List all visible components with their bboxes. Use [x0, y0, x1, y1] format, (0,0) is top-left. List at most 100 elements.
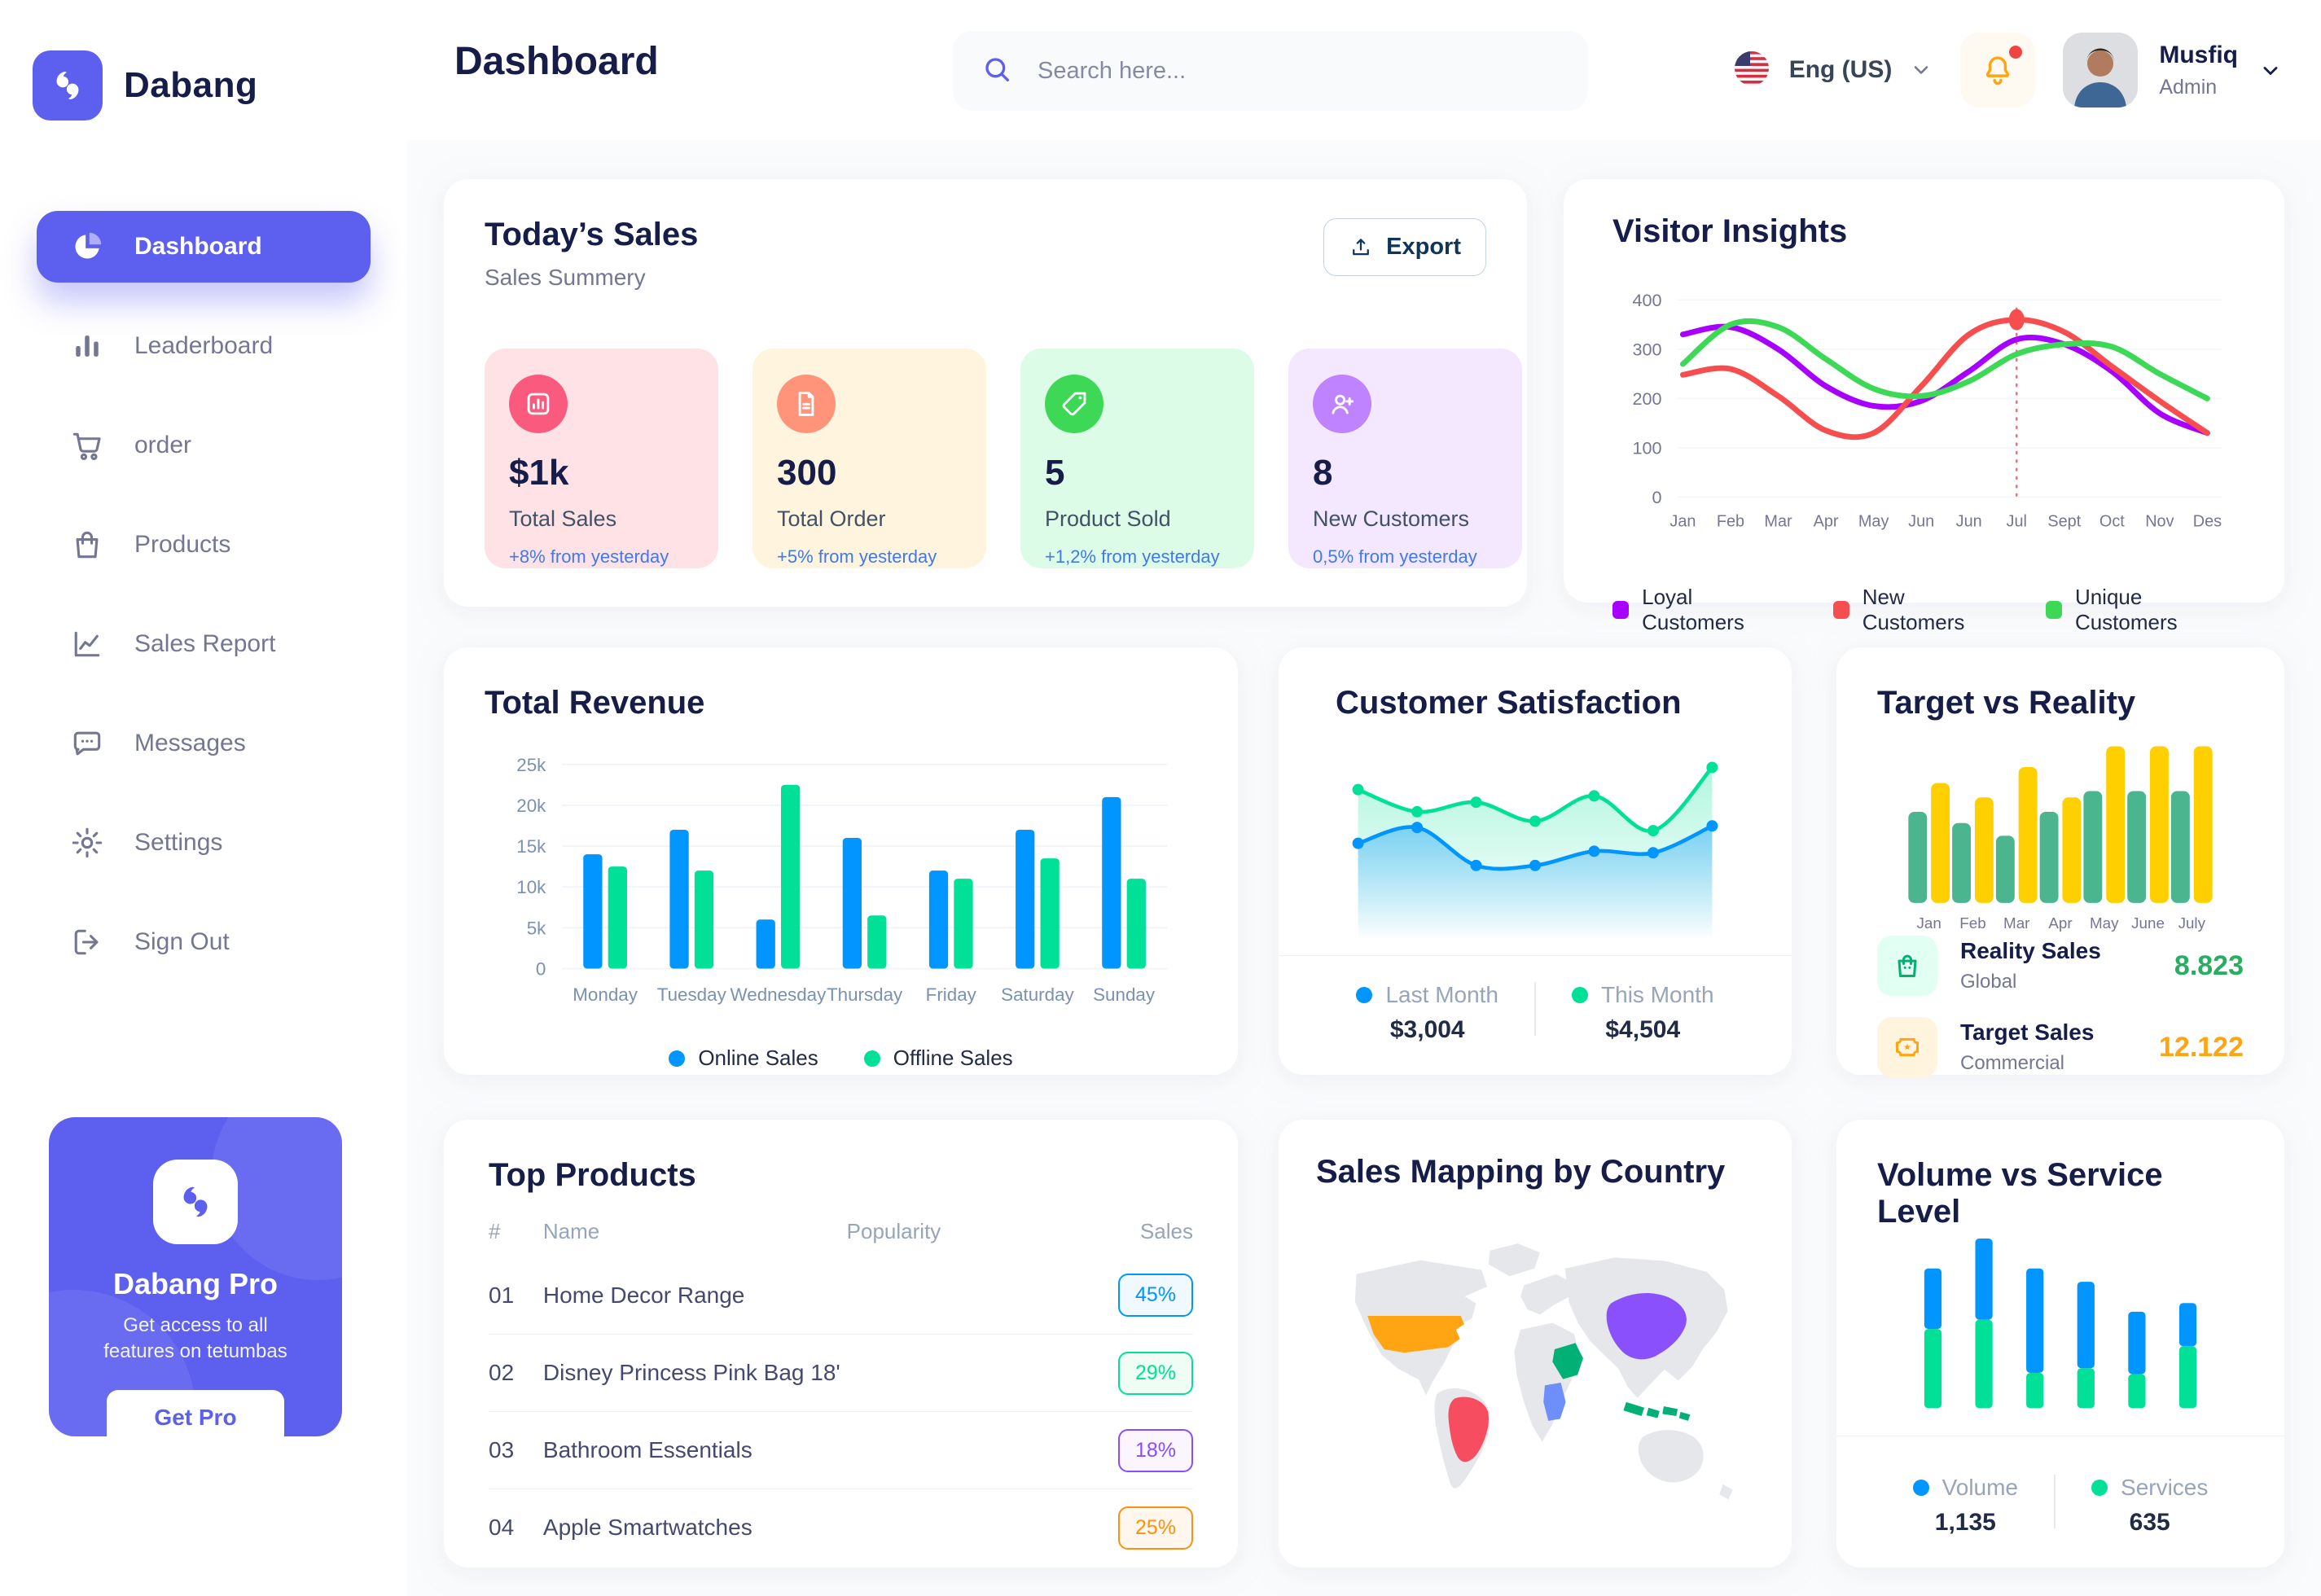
svg-text:Oct: Oct	[2099, 513, 2125, 531]
legend-swatch	[669, 1050, 686, 1067]
table-header: # Name Popularity Sales	[489, 1219, 1193, 1244]
svg-text:Mar: Mar	[2003, 914, 2029, 932]
product-name: Apple Smartwatches	[542, 1515, 752, 1540]
legend-label: Target Sales	[1960, 1019, 2095, 1045]
today-sales-title: Today’s Sales	[485, 217, 699, 252]
visitor-insights-chart: 0 100 200 300 400 Jan Feb Mar Apr May Jun Jun Jul Sep…	[1632, 290, 2222, 531]
svg-text:Sept: Sept	[2047, 513, 2081, 531]
product-rank: 04	[489, 1515, 515, 1540]
greenland	[1488, 1243, 1540, 1277]
europe	[1520, 1274, 1575, 1315]
legend-item: Last Month $3,004	[1356, 982, 1498, 1044]
legend-label: Loyal Customers	[1642, 585, 1744, 634]
sidebar-item-messages[interactable]: Messages	[37, 708, 371, 779]
sidebar-item-sales-report[interactable]: Sales Report	[37, 608, 371, 680]
notification-badge	[2009, 46, 2023, 59]
visitor-insights-card: Visitor Insights 0 100 200 300 400 Jan Feb Mar A…	[1564, 179, 2284, 634]
customer-satisfaction-title: Customer Satisfaction	[1336, 685, 1682, 721]
legend-swatch	[2091, 1480, 2108, 1496]
legend-label: Volume	[1941, 1475, 2019, 1500]
volume-service-card: Volume vs Service Level Volume 1,135 Ser…	[1836, 1120, 2284, 1568]
message-icon	[69, 726, 105, 761]
sidebar-item-label: Products	[134, 531, 231, 558]
table-row: 01 Home Decor Range 45%	[489, 1256, 1194, 1334]
svg-text:Monday: Monday	[573, 984, 638, 1005]
page-title: Dashboard	[454, 40, 659, 83]
customer-satisfaction-chart	[1352, 761, 1718, 940]
volume-legend: Volume 1,135 Services 635	[1836, 1475, 2284, 1537]
world-map	[1354, 1243, 1733, 1500]
metric-value: 8	[1313, 453, 1333, 493]
metric-value: 300	[777, 453, 837, 493]
product-rank: 03	[489, 1437, 515, 1462]
legend-label: New Customers	[1862, 585, 1965, 634]
visitor-insights-title: Visitor Insights	[1612, 213, 1848, 249]
legend-value: $4,504	[1605, 1016, 1681, 1043]
app-logo-icon	[33, 50, 103, 121]
get-pro-button[interactable]: Get Pro	[107, 1389, 284, 1436]
sidebar-menu: Dashboard Leaderboard order Products Sal…	[0, 183, 407, 1006]
svg-text:0: 0	[1652, 487, 1661, 507]
svg-text:Wednesday: Wednesday	[731, 984, 827, 1005]
svg-text:Jun: Jun	[1956, 513, 1982, 531]
sidebar-item-label: Sign Out	[134, 928, 230, 955]
sidebar-item-settings[interactable]: Settings	[37, 807, 371, 879]
export-icon	[1349, 235, 1373, 260]
legend-item: Offline Sales	[863, 1046, 1013, 1071]
sidebar-item-leaderboard[interactable]: Leaderboard	[37, 310, 371, 382]
sidebar-item-order[interactable]: order	[37, 410, 371, 481]
search-input[interactable]	[1036, 56, 1541, 86]
header: Dashboard Eng (US) Musfiq Admin	[407, 0, 2321, 140]
country-brazil	[1448, 1396, 1490, 1462]
sales-badge: 45%	[1118, 1274, 1194, 1317]
col-popularity: Popularity	[846, 1219, 941, 1243]
header-right: Eng (US) Musfiq Admin	[1732, 0, 2282, 140]
metric-label: Total Order	[777, 506, 886, 531]
table-body: 01 Home Decor Range 45% 02 Disney Prince…	[489, 1256, 1194, 1566]
sidebar-item-products[interactable]: Products	[37, 509, 371, 581]
legend-item: New Customers	[1832, 585, 2000, 635]
legend-item: Loyal Customers	[1612, 585, 1788, 635]
pie-chart-icon	[69, 229, 105, 265]
product-rank: 01	[489, 1282, 515, 1308]
svg-text:200: 200	[1632, 388, 1661, 409]
metric-delta: +5% from yesterday	[777, 546, 937, 567]
sales-badge: 29%	[1118, 1351, 1194, 1395]
sign-out-icon	[69, 924, 105, 960]
svg-text:Saturday: Saturday	[1001, 984, 1074, 1005]
target-vs-reality-title: Target vs Reality	[1877, 685, 2136, 721]
today-sales-card: Today’s Sales Sales Summery Export $1k T…	[444, 179, 1527, 607]
sidebar-item-label: Sales Report	[134, 630, 276, 657]
profile-menu[interactable]: Musfiq Admin	[2063, 33, 2282, 107]
svg-text:May: May	[2090, 914, 2119, 932]
revenue-legend: Online Sales Offline Sales	[485, 1046, 1197, 1071]
notifications-button[interactable]	[1960, 33, 2036, 107]
legend-swatch	[863, 1050, 880, 1067]
language-label: Eng (US)	[1788, 56, 1893, 83]
line-chart-icon	[69, 626, 105, 662]
svg-text:Jun: Jun	[1908, 513, 1934, 531]
divider	[2054, 1475, 2056, 1528]
pro-logo-icon	[153, 1160, 238, 1244]
volume-service-chart	[1924, 1239, 2197, 1409]
svg-text:Des: Des	[2193, 513, 2222, 531]
sidebar-item-dashboard[interactable]: Dashboard	[37, 211, 371, 283]
tag-icon	[1045, 375, 1103, 433]
total-revenue-card: Total Revenue 0 5k 10k 15k 20k 25k Monday Tuesd…	[444, 647, 1238, 1075]
pro-card-title: Dabang Pro	[112, 1267, 279, 1300]
sidebar-item-sign-out[interactable]: Sign Out	[37, 906, 371, 978]
product-rank: 02	[489, 1360, 515, 1385]
visitor-legend: Loyal Customers New Customers Unique Cus…	[1612, 585, 2235, 635]
pro-upgrade-card: Dabang Pro Get access to all features on…	[49, 1117, 342, 1436]
total-order-card: 300 Total Order +5% from yesterday	[752, 349, 986, 568]
language-selector[interactable]: Eng (US)	[1732, 49, 1933, 92]
search-bar[interactable]	[953, 31, 1588, 111]
svg-text:15k: 15k	[516, 836, 546, 857]
total-sales-card: $1k Total Sales +8% from yesterday	[485, 349, 718, 568]
svg-text:May: May	[1858, 513, 1889, 531]
legend-item: This Month $4,504	[1572, 982, 1714, 1044]
export-button[interactable]: Export	[1323, 218, 1486, 276]
legend-item: Reality Sales Global 8.823	[1877, 936, 2244, 996]
app-logo[interactable]: Dabang	[33, 50, 257, 121]
new-customers-card: 8 New Customers 0,5% from yesterday	[1288, 349, 1522, 568]
